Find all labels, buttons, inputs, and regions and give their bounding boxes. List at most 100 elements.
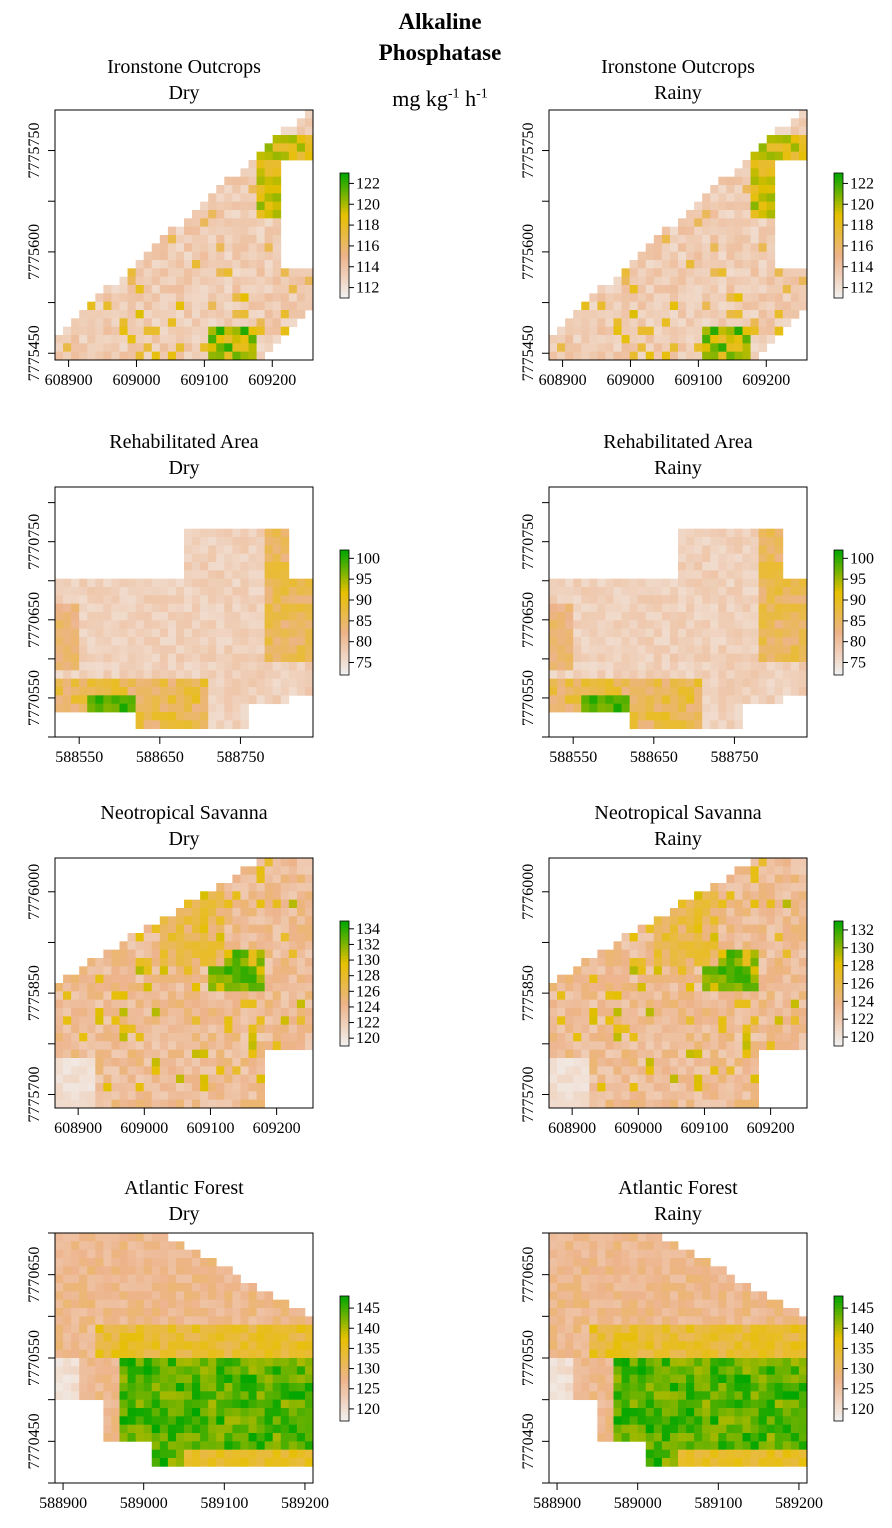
x-tick-label: 609100 bbox=[180, 372, 228, 389]
raster-cell bbox=[127, 1266, 137, 1276]
raster-cell bbox=[280, 595, 290, 605]
x-tick-label: 608900 bbox=[45, 372, 93, 389]
raster-cell bbox=[55, 628, 64, 638]
raster-cell bbox=[111, 1074, 120, 1084]
raster-cell bbox=[581, 678, 590, 688]
raster-cell bbox=[127, 1049, 137, 1059]
raster-cell bbox=[766, 318, 776, 328]
legend-swatch bbox=[340, 571, 349, 576]
raster-cell bbox=[557, 1066, 566, 1076]
raster-cell bbox=[135, 1266, 145, 1276]
raster-cell bbox=[621, 1016, 631, 1026]
raster-cell bbox=[127, 958, 137, 967]
raster-cell bbox=[167, 720, 177, 730]
raster-cell bbox=[726, 301, 735, 311]
raster-cell bbox=[272, 1308, 282, 1317]
raster-cell bbox=[726, 999, 735, 1009]
raster-cell bbox=[103, 695, 112, 705]
raster-cell bbox=[175, 1358, 185, 1367]
raster-cell bbox=[653, 991, 663, 1001]
raster-cell bbox=[774, 151, 784, 161]
raster-cell bbox=[798, 991, 808, 1001]
raster-cell bbox=[702, 351, 711, 361]
raster-cell bbox=[256, 251, 266, 261]
raster-cell bbox=[702, 1074, 711, 1084]
raster-cell bbox=[758, 335, 768, 344]
raster-cell bbox=[597, 620, 606, 630]
raster-cell bbox=[605, 991, 614, 1001]
raster-cell bbox=[280, 1441, 290, 1451]
y-tick-label: 7770650 bbox=[26, 1247, 43, 1303]
raster-cell bbox=[167, 603, 177, 613]
raster-cell bbox=[661, 293, 671, 303]
raster-cell bbox=[111, 1099, 120, 1109]
raster-cell bbox=[726, 318, 735, 328]
legend-swatch bbox=[340, 188, 349, 193]
raster-cell bbox=[557, 587, 566, 596]
legend-swatch bbox=[340, 1408, 349, 1413]
raster-cell bbox=[264, 874, 274, 884]
raster-cell bbox=[645, 1099, 655, 1109]
raster-cell bbox=[694, 941, 703, 951]
raster-cell bbox=[304, 1424, 314, 1434]
raster-cell bbox=[661, 612, 671, 621]
raster-cell bbox=[557, 1083, 566, 1092]
raster-cell bbox=[766, 891, 776, 901]
raster-cell bbox=[208, 1349, 217, 1359]
raster-cell bbox=[288, 603, 298, 613]
raster-cell bbox=[549, 678, 558, 688]
raster-cell bbox=[304, 301, 314, 311]
legend-swatch bbox=[834, 241, 843, 246]
raster-cell bbox=[280, 1308, 290, 1317]
y-tick-label: 7775600 bbox=[26, 224, 43, 280]
raster-cell bbox=[175, 235, 185, 244]
raster-cell bbox=[200, 899, 209, 909]
raster-cell bbox=[686, 301, 695, 311]
raster-cell bbox=[55, 1016, 64, 1026]
raster-cell bbox=[167, 1283, 177, 1292]
legend-tick-label: 135 bbox=[356, 1340, 380, 1357]
raster-cell bbox=[272, 1399, 282, 1409]
legend-swatch bbox=[340, 1005, 349, 1010]
raster-cell bbox=[248, 168, 257, 178]
raster-cell bbox=[750, 933, 760, 942]
raster-cell bbox=[192, 268, 201, 278]
raster-cell bbox=[718, 687, 727, 696]
raster-cell bbox=[782, 578, 792, 588]
raster-cell bbox=[63, 1324, 72, 1334]
legend-swatch bbox=[340, 964, 349, 969]
legend-swatch bbox=[340, 612, 349, 617]
raster-cell bbox=[135, 1316, 145, 1326]
raster-cell bbox=[678, 1249, 687, 1259]
legend-tick-label: 116 bbox=[850, 238, 873, 255]
raster-cell bbox=[702, 1066, 711, 1076]
raster-cell bbox=[597, 318, 606, 328]
raster-cell bbox=[200, 326, 209, 336]
raster-cell bbox=[645, 703, 655, 713]
raster-cell bbox=[184, 1416, 193, 1426]
raster-cell bbox=[272, 637, 282, 646]
raster-cell bbox=[127, 1349, 137, 1359]
legend-swatch bbox=[340, 1327, 349, 1331]
raster-cell bbox=[304, 1391, 314, 1401]
raster-cell bbox=[208, 562, 217, 571]
raster-cell bbox=[200, 695, 209, 705]
raster-cell bbox=[127, 1233, 137, 1242]
raster-cell bbox=[280, 285, 290, 294]
raster-cell bbox=[686, 528, 695, 538]
raster-cell bbox=[742, 276, 751, 286]
raster-cell bbox=[758, 941, 768, 951]
raster-cell bbox=[264, 276, 274, 286]
raster-cell bbox=[208, 1441, 217, 1451]
raster-cell bbox=[63, 645, 72, 655]
legend-swatch bbox=[340, 1021, 349, 1025]
raster-cell bbox=[175, 1008, 185, 1017]
raster-cell bbox=[95, 1099, 104, 1109]
raster-cell bbox=[686, 974, 695, 984]
raster-cell bbox=[296, 135, 306, 144]
raster-cell bbox=[621, 603, 631, 613]
raster-cell bbox=[95, 1049, 104, 1059]
raster-cell bbox=[766, 243, 776, 253]
raster-cell bbox=[184, 695, 193, 705]
raster-cell bbox=[264, 1391, 274, 1401]
